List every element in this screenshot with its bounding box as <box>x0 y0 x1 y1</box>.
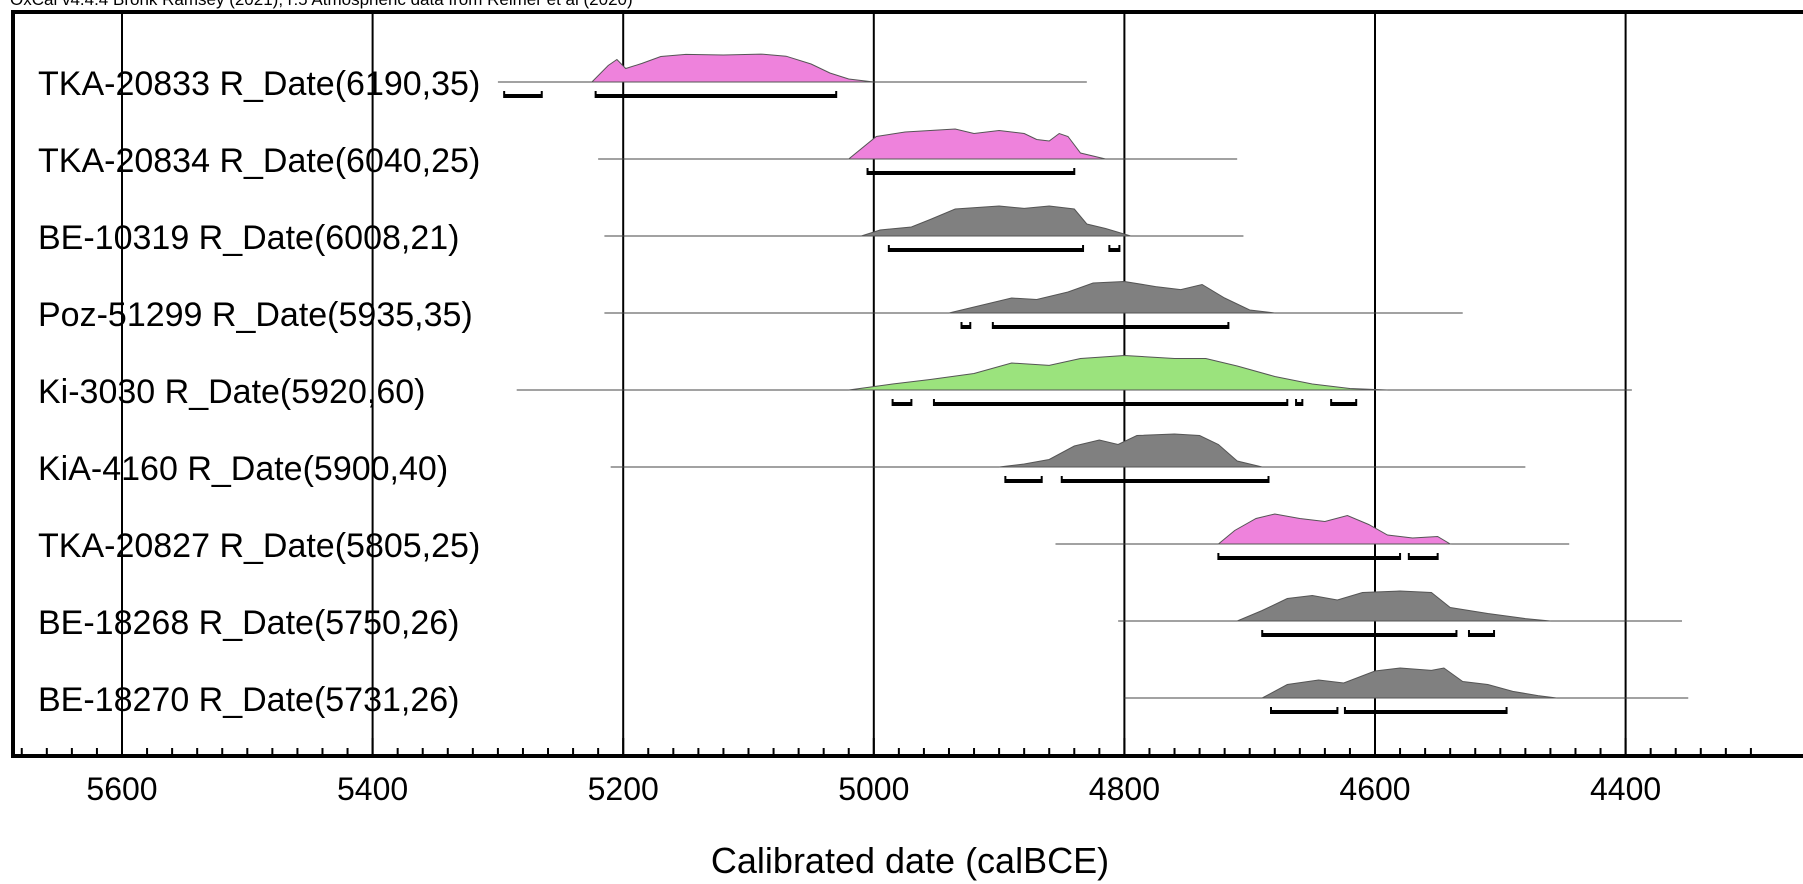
x-tick-label: 5000 <box>838 771 909 807</box>
hpd-range-bars <box>503 91 1508 714</box>
x-tick-label: 4800 <box>1089 771 1160 807</box>
x-axis-title: Calibrated date (calBCE) <box>711 840 1109 881</box>
sample-label: KiA-4160 R_Date(5900,40) <box>38 450 448 488</box>
x-tick-label: 4400 <box>1590 771 1661 807</box>
plot-frame <box>11 10 1803 758</box>
sample-label: Poz-51299 R_Date(5935,35) <box>38 296 473 334</box>
probability-distribution <box>848 354 1388 391</box>
probability-distribution <box>1261 667 1557 699</box>
probability-distribution <box>861 205 1131 237</box>
probability-distribution <box>591 53 874 83</box>
oxcal-header: OxCal v4.4.4 Bronk Ramsey (2021); r:5 At… <box>10 0 633 9</box>
probability-distributions <box>591 53 1557 699</box>
x-tick-label: 5600 <box>86 771 157 807</box>
sample-labels: TKA-20833 R_Date(6190,35) TKA-20834 R_Dat… <box>38 65 480 719</box>
x-axis: 5600 5400 5200 5000 4800 4600 4400 <box>20 738 1752 807</box>
sample-label: BE-18268 R_Date(5750,26) <box>38 604 460 642</box>
probability-distribution <box>999 433 1263 468</box>
x-tick-label: 5400 <box>337 771 408 807</box>
x-tick-label: 4600 <box>1339 771 1410 807</box>
probability-distribution <box>948 280 1275 314</box>
probability-distribution <box>847 128 1106 160</box>
sample-label: TKA-20834 R_Date(6040,25) <box>38 142 480 180</box>
sample-label: Ki-3030 R_Date(5920,60) <box>38 373 425 411</box>
x-tick-label: 5200 <box>588 771 659 807</box>
probability-distribution <box>1237 590 1551 622</box>
sample-label: BE-18270 R_Date(5731,26) <box>38 681 460 719</box>
sample-label: BE-10319 R_Date(6008,21) <box>38 219 460 257</box>
sample-label: TKA-20827 R_Date(5805,25) <box>38 527 480 565</box>
sample-label: TKA-20833 R_Date(6190,35) <box>38 65 480 103</box>
probability-distribution <box>1218 513 1453 545</box>
